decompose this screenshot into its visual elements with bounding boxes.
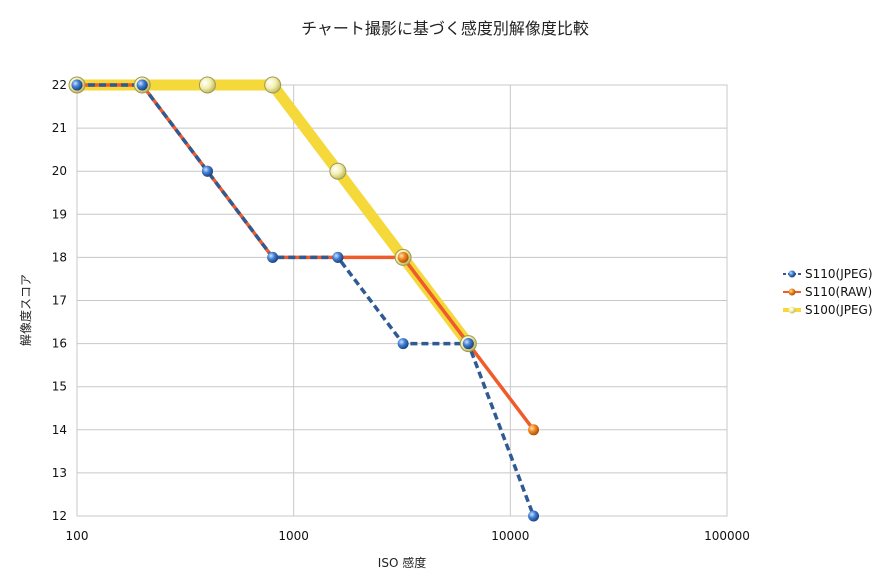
gridlines xyxy=(76,84,728,517)
data-point xyxy=(528,510,540,522)
y-tick-label: 12 xyxy=(52,509,67,523)
y-tick-label: 21 xyxy=(52,121,67,135)
data-point xyxy=(267,251,279,263)
series-points xyxy=(68,76,540,522)
data-point xyxy=(329,162,347,180)
y-tick-label: 18 xyxy=(52,250,67,264)
data-point xyxy=(198,76,216,94)
x-tick-label: 100000 xyxy=(704,529,750,543)
series-line xyxy=(77,83,536,517)
y-tick-label: 20 xyxy=(52,164,67,178)
y-axis-label: 解像度スコア xyxy=(18,274,33,346)
x-axis-label: ISO 感度 xyxy=(378,555,426,570)
data-point xyxy=(71,79,83,91)
legend: S110(JPEG) S110(RAW) S100(JPEG) xyxy=(783,267,873,317)
y-tick-label: 16 xyxy=(52,337,67,351)
data-point xyxy=(136,79,148,91)
y-tick-label: 13 xyxy=(52,466,67,480)
y-tick-label: 14 xyxy=(52,423,67,437)
x-tick-label: 1000 xyxy=(278,529,309,543)
data-point xyxy=(264,76,282,94)
legend-label: S110(JPEG) xyxy=(805,267,873,281)
legend-label: S110(RAW) xyxy=(805,285,872,299)
legend-marker xyxy=(788,306,796,314)
data-point xyxy=(397,251,409,263)
x-tick-label: 10000 xyxy=(491,529,529,543)
legend-marker xyxy=(788,288,796,296)
data-point xyxy=(332,251,344,263)
legend-marker xyxy=(788,270,796,278)
y-tick-label: 17 xyxy=(52,294,67,308)
y-tick-label: 22 xyxy=(52,78,67,92)
data-point xyxy=(462,338,474,350)
y-tick-label: 15 xyxy=(52,380,67,394)
data-point xyxy=(201,165,213,177)
data-point xyxy=(397,338,409,350)
y-tick-label: 19 xyxy=(52,207,67,221)
chart-title: チャート撮影に基づく感度別解像度比較 xyxy=(301,19,589,38)
tick-labels: 12 13 14 15 16 17 18 19 20 21 22 100 1000 10000 100000 xyxy=(52,78,750,543)
data-point xyxy=(528,424,540,436)
legend-label: S100(JPEG) xyxy=(805,303,873,317)
x-tick-label: 100 xyxy=(66,529,89,543)
